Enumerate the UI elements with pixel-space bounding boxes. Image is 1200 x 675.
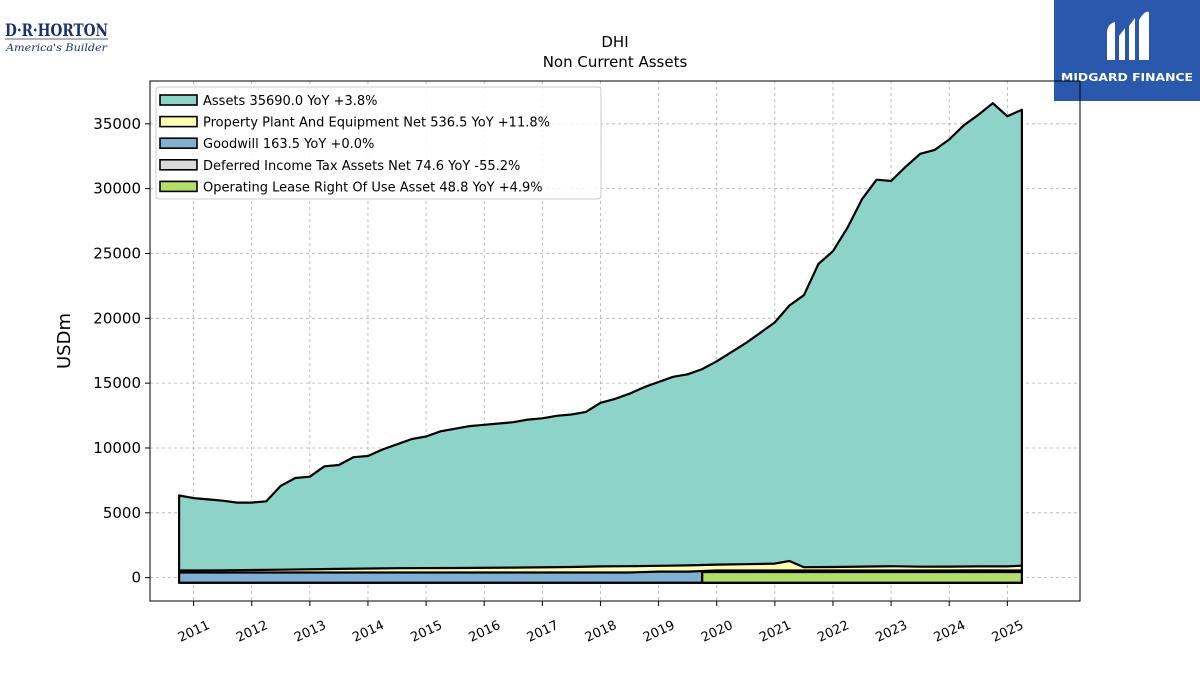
y-tick-label: 25000 (93, 244, 141, 262)
plot-frame (149, 80, 1081, 602)
legend-label: Goodwill 163.5 YoY +0.0% (203, 137, 374, 152)
midgard-finance-wordmark: MIDGARD FINANCE (1061, 71, 1193, 84)
series-area-operating-lease-right-of-use-asset (701, 570, 1024, 584)
y-tick-label: 30000 (93, 180, 141, 198)
chart-title: DHI (601, 33, 628, 51)
x-tick-label: 2011 (176, 618, 212, 646)
x-tick-label: 2024 (932, 618, 968, 646)
y-tick-label: 15000 (93, 374, 141, 392)
x-tick-label: 2016 (467, 618, 503, 646)
dr-horton-logo-wordmark: D·R·HORTON (5, 21, 108, 40)
legend-label: Operating Lease Right Of Use Asset 48.8 … (203, 180, 543, 195)
y-tick-label: 0 (131, 569, 141, 587)
x-tick-label: 2025 (990, 618, 1026, 646)
legend-swatch (159, 137, 198, 149)
y-axis-label: USDm (54, 313, 75, 369)
x-tick-label: 2022 (815, 618, 851, 646)
x-tick-label: 2020 (699, 618, 735, 646)
x-tick-label: 2015 (408, 618, 444, 646)
dr-horton-logo-tagline: America's Builder (5, 43, 108, 54)
x-tick-label: 2018 (583, 618, 619, 646)
y-tick-label: 20000 (93, 309, 141, 327)
chart-series (178, 102, 1024, 584)
y-tick-label: 10000 (93, 439, 141, 457)
midgard-monogram-icon (1107, 11, 1149, 60)
x-tick-label: 2013 (292, 618, 328, 646)
x-tick-label: 2017 (525, 618, 561, 646)
legend-swatch (159, 115, 198, 128)
x-tick-label: 2012 (234, 618, 270, 646)
chart-legend: Assets 35690.0 YoY +3.8% Property Plant A… (155, 86, 602, 200)
y-tick-label: 35000 (93, 115, 141, 133)
x-tick-label: 2023 (873, 618, 909, 646)
midgard-finance-logo: MIDGARD FINANCE (1054, 0, 1200, 101)
x-tick-label: 2019 (641, 618, 677, 646)
legend-label: Deferred Income Tax Assets Net 74.6 YoY … (203, 159, 520, 174)
dr-horton-logo: D·R·HORTON America's Builder (5, 21, 108, 54)
chart-subtitle: Non Current Assets (543, 53, 688, 71)
legend-swatch (159, 159, 198, 171)
legend-swatch (159, 180, 198, 193)
y-tick-label: 5000 (103, 504, 141, 522)
legend-label: Assets 35690.0 YoY +3.8% (203, 94, 378, 109)
x-axis: 2011 2012 2013 2014 2015 2016 2017 2018 2019 2020… (176, 601, 1026, 646)
x-tick-label: 2021 (757, 618, 793, 646)
x-tick-label: 2014 (350, 618, 386, 646)
legend-box (155, 86, 602, 200)
legend-swatch (159, 94, 198, 106)
y-axis: 0 5000 10000 15000 20000 25000 30000 35000 (93, 115, 150, 587)
legend-label: Property Plant And Equipment Net 536.5 Y… (203, 116, 550, 131)
